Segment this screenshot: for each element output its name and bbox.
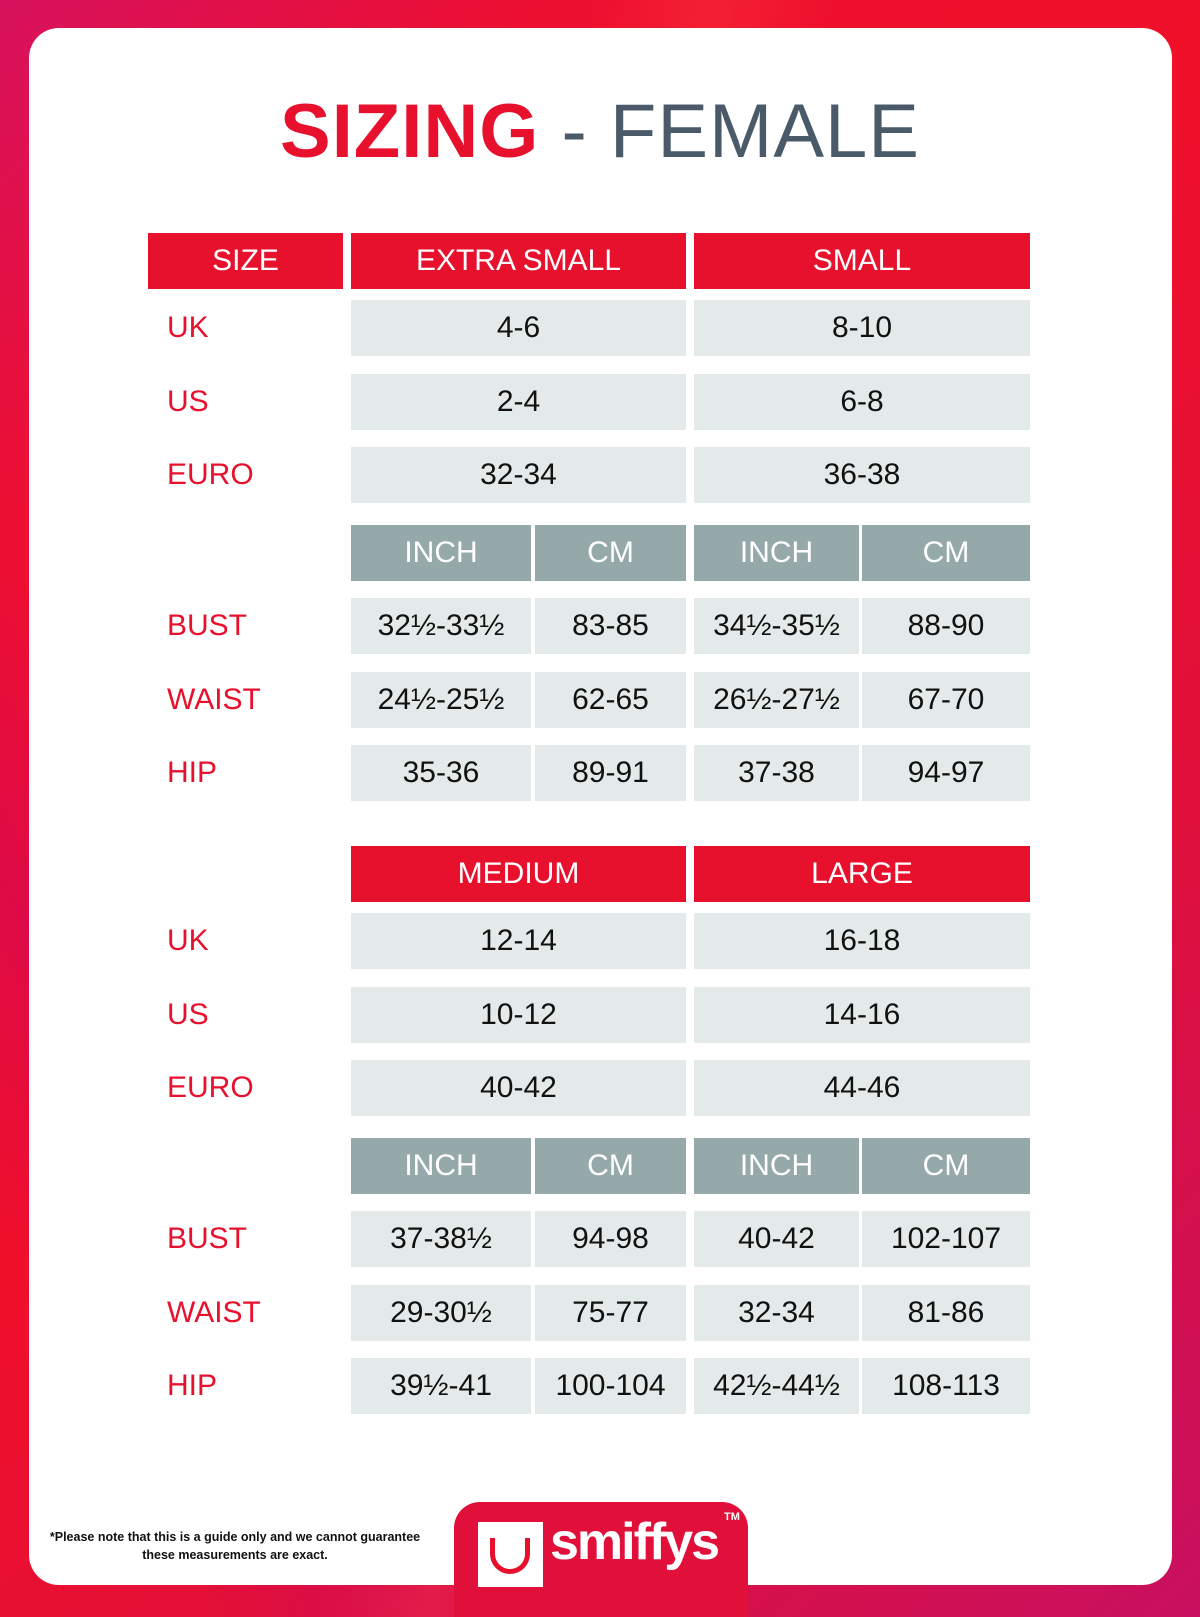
title-bold: SIZING [280,89,540,174]
bust-cm-cell: 83-85 [535,598,686,654]
size-header: SIZE [148,233,343,289]
row-label-uk: UK [167,311,209,344]
row-label-us: US [167,385,209,418]
row-label-euro: EURO [167,1071,254,1104]
hip-inch-cell: 39½-41 [351,1358,531,1414]
us-size-cell: 10-12 [351,987,686,1043]
waist-inch-cell: 32-34 [694,1285,859,1341]
size-column-header: MEDIUM [351,846,686,902]
uk-size-cell: 12-14 [351,913,686,969]
bust-inch-cell: 34½-35½ [694,598,859,654]
hip-inch-cell: 42½-44½ [694,1358,859,1414]
waist-cm-cell: 81-86 [862,1285,1030,1341]
us-size-cell: 2-4 [351,374,686,430]
hip-cm-cell: 94-97 [862,745,1030,801]
row-label-bust: BUST [167,609,248,642]
row-label-hip: HIP [167,756,218,789]
bust-inch-cell: 32½-33½ [351,598,531,654]
hip-cm-cell: 89-91 [535,745,686,801]
size-column-header: EXTRA SMALL [351,233,686,289]
waist-inch-cell: 29-30½ [351,1285,531,1341]
hip-cm-cell: 100-104 [535,1358,686,1414]
uk-size-cell: 4-6 [351,300,686,356]
row-label-waist: WAIST [167,1296,261,1329]
us-size-cell: 6-8 [694,374,1030,430]
euro-size-cell: 44-46 [694,1060,1030,1116]
bust-cm-cell: 88-90 [862,598,1030,654]
uk-size-cell: 8-10 [694,300,1030,356]
row-label-uk: UK [167,924,209,957]
smile-icon [490,1538,530,1574]
hip-inch-cell: 35-36 [351,745,531,801]
inch-subheader: INCH [694,525,859,581]
row-label-euro: EURO [167,458,254,491]
inch-subheader: INCH [351,1138,531,1194]
bust-cm-cell: 94-98 [535,1211,686,1267]
bust-inch-cell: 40-42 [694,1211,859,1267]
waist-cm-cell: 67-70 [862,672,1030,728]
size-column-header: LARGE [694,846,1030,902]
title-rest: - FEMALE [539,89,920,174]
row-label-waist: WAIST [167,683,261,716]
page-title: SIZING - FEMALE [0,88,1200,175]
waist-inch-cell: 26½-27½ [694,672,859,728]
cm-subheader: CM [862,525,1030,581]
waist-inch-cell: 24½-25½ [351,672,531,728]
waist-cm-cell: 62-65 [535,672,686,728]
cm-subheader: CM [535,1138,686,1194]
row-label-us: US [167,998,209,1031]
hip-inch-cell: 37-38 [694,745,859,801]
cm-subheader: CM [535,525,686,581]
inch-subheader: INCH [351,525,531,581]
brand-name: smiffys [550,1513,720,1571]
us-size-cell: 14-16 [694,987,1030,1043]
bust-inch-cell: 37-38½ [351,1211,531,1267]
uk-size-cell: 16-18 [694,913,1030,969]
size-column-header: SMALL [694,233,1030,289]
row-label-hip: HIP [167,1369,218,1402]
disclaimer-note: *Please note that this is a guide only a… [49,1530,421,1562]
euro-size-cell: 32-34 [351,447,686,503]
row-label-bust: BUST [167,1222,248,1255]
bust-cm-cell: 102-107 [862,1211,1030,1267]
euro-size-cell: 36-38 [694,447,1030,503]
waist-cm-cell: 75-77 [535,1285,686,1341]
trademark: TM [724,1511,740,1523]
hip-cm-cell: 108-113 [862,1358,1030,1414]
euro-size-cell: 40-42 [351,1060,686,1116]
inch-subheader: INCH [694,1138,859,1194]
cm-subheader: CM [862,1138,1030,1194]
